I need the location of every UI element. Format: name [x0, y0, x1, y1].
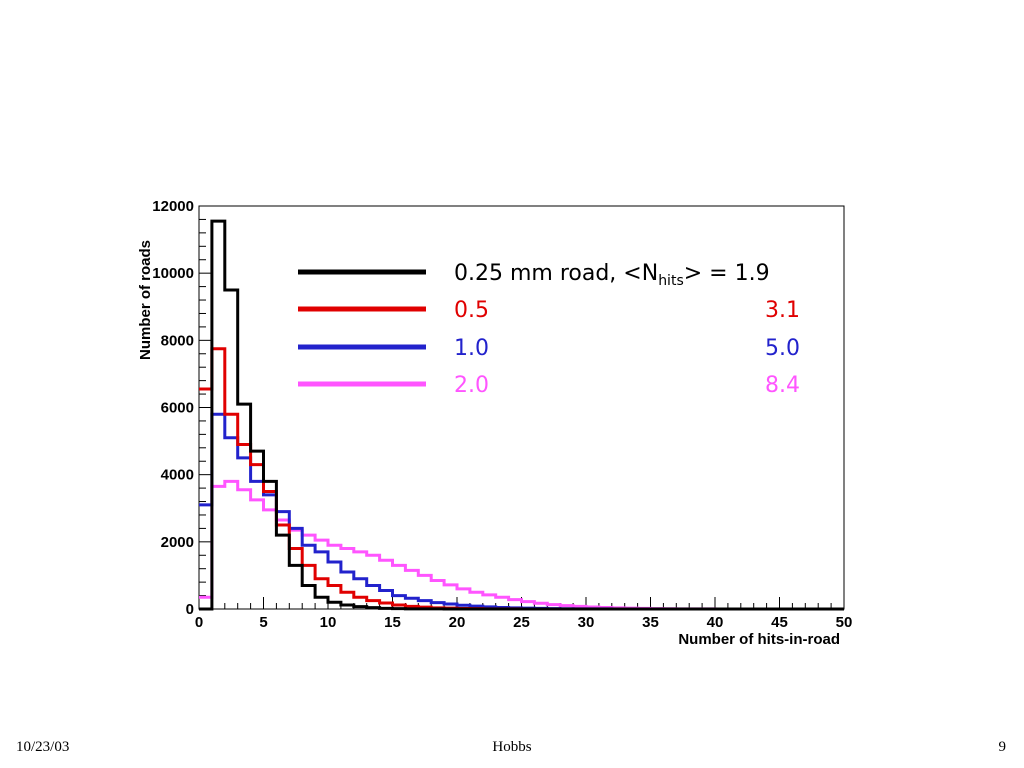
x-tick-label: 35 [642, 614, 659, 631]
x-tick-label: 40 [707, 614, 724, 631]
x-tick-label: 45 [771, 614, 788, 631]
histogram-series-line [199, 479, 844, 611]
footer-author: Hobbs [492, 739, 532, 755]
y-tick-label: 2000 [161, 534, 194, 551]
y-axis-title: Number of roads [137, 240, 154, 360]
histogram-chart: 0 2000 4000 6000 8000 10000 12000 0 5 10 15 20 25 30… [137, 198, 853, 648]
y-tick-label: 12000 [152, 198, 194, 215]
x-tick-label: 15 [384, 614, 401, 631]
x-tick-label: 5 [259, 614, 267, 631]
legend: 0.25 mm road, <Nhits> = 1.9 0.5 3.1 1.0 5.0… [298, 261, 800, 398]
y-axis: 0 2000 4000 6000 8000 10000 12000 [152, 198, 213, 618]
legend-label: 2.0 [454, 373, 489, 398]
legend-mean-value: 8.4 [765, 373, 800, 398]
footer-date: 10/23/03 [16, 739, 70, 755]
histogram-series-line [199, 412, 844, 611]
x-tick-label: 50 [836, 614, 853, 631]
legend-label: 0.5 [454, 298, 489, 323]
y-tick-label: 0 [186, 601, 194, 618]
x-tick-label: 25 [513, 614, 530, 631]
y-tick-label: 6000 [161, 400, 194, 417]
legend-label: 1.0 [454, 336, 489, 361]
histogram-series-line [199, 347, 844, 611]
legend-mean-value: 3.1 [765, 298, 800, 323]
x-tick-label: 10 [320, 614, 337, 631]
legend-mean-value: 5.0 [765, 336, 800, 361]
y-tick-label: 4000 [161, 467, 194, 484]
legend-label: 0.25 mm road, <Nhits> = 1.9 [454, 261, 770, 289]
x-axis: 0 5 10 15 20 25 30 35 40 45 50 [195, 597, 853, 631]
x-tick-label: 0 [195, 614, 203, 631]
x-axis-title: Number of hits-in-road [678, 631, 840, 648]
x-tick-label: 20 [449, 614, 466, 631]
y-tick-label: 8000 [161, 332, 194, 349]
histogram-series-line [199, 219, 844, 611]
footer-page-number: 9 [998, 739, 1007, 755]
histogram-series [199, 219, 844, 611]
x-tick-label: 30 [578, 614, 595, 631]
y-tick-label: 10000 [152, 265, 194, 282]
